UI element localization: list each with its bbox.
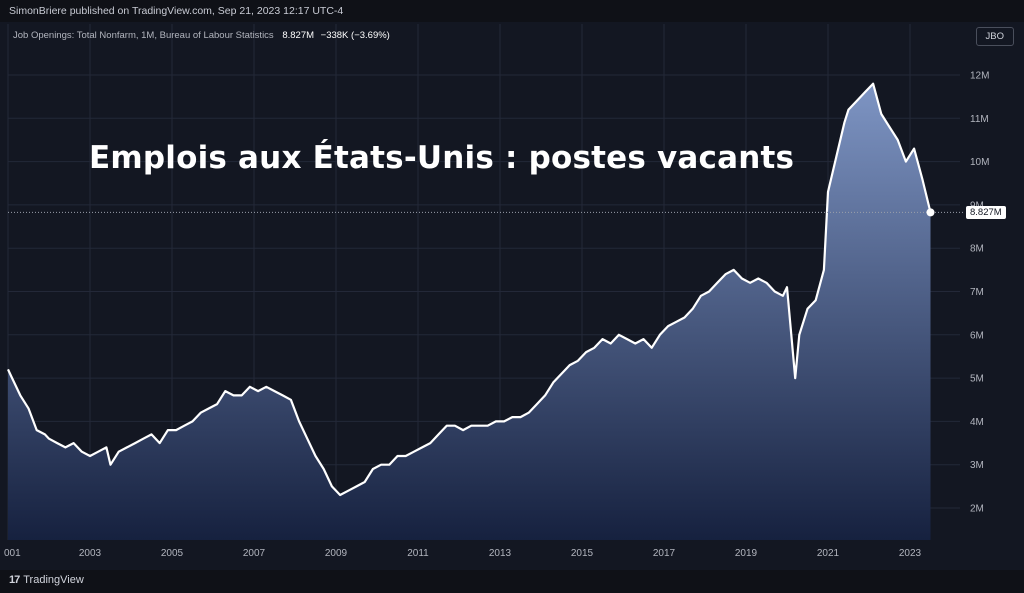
x-tick-label: 2021 — [817, 548, 840, 559]
x-tick-label: 2013 — [489, 548, 512, 559]
x-tick-label: 2015 — [571, 548, 594, 559]
tradingview-logo-icon: 17 — [9, 574, 20, 586]
y-tick-label: 11M — [970, 114, 989, 125]
y-tick-label: 8M — [970, 244, 984, 255]
brand-name: TradingView — [23, 574, 84, 586]
x-tick-label: 2009 — [325, 548, 348, 559]
y-tick-label: 7M — [970, 287, 984, 298]
x-tick-label: 2005 — [161, 548, 184, 559]
y-tick-label: 9M — [970, 200, 984, 211]
chart-title: Emplois aux États-Unis : postes vacants — [89, 140, 795, 176]
y-tick-label: 2M — [970, 504, 984, 515]
y-axis: 2M 3M 4M 5M 6M 7M 8M 9M 10M 11M 12M — [970, 71, 989, 515]
x-tick-label: 2011 — [407, 548, 429, 559]
publisher-text: SimonBriere published on TradingView.com… — [9, 5, 344, 17]
last-value-marker — [926, 208, 935, 217]
x-tick-label: 2017 — [653, 548, 676, 559]
y-tick-label: 6M — [970, 330, 984, 341]
x-tick-label: 2019 — [735, 548, 758, 559]
tradingview-brand[interactable]: 17 TradingView — [9, 574, 84, 586]
y-tick-label: 12M — [970, 71, 989, 82]
y-tick-label: 3M — [970, 460, 984, 471]
x-axis: 001 2003 2005 2007 2009 2011 2013 2015 2017 2019 2… — [4, 548, 922, 559]
x-tick-label: 2007 — [243, 548, 266, 559]
symbol-button[interactable]: JBO — [975, 27, 1014, 46]
legend-value: 8.827M — [282, 30, 315, 41]
series-line — [7, 82, 932, 497]
x-tick-label: 2023 — [899, 548, 922, 559]
legend-series-name: Job Openings: Total Nonfarm, 1M, Bureau … — [13, 30, 274, 41]
footer-bar — [0, 570, 1024, 593]
series-area — [8, 83, 931, 540]
y-tick-label: 10M — [970, 157, 989, 168]
last-price-label: 8.827M — [966, 206, 1006, 219]
x-tick-label: 2003 — [79, 548, 102, 559]
legend-change: −338K (−3.69%) — [320, 30, 390, 41]
publisher-bar — [0, 0, 1024, 22]
series-legend[interactable]: Job Openings: Total Nonfarm, 1M, Bureau … — [13, 30, 390, 41]
x-tick-label: 001 — [4, 548, 21, 559]
y-tick-label: 5M — [970, 374, 984, 385]
y-tick-label: 4M — [970, 417, 984, 428]
